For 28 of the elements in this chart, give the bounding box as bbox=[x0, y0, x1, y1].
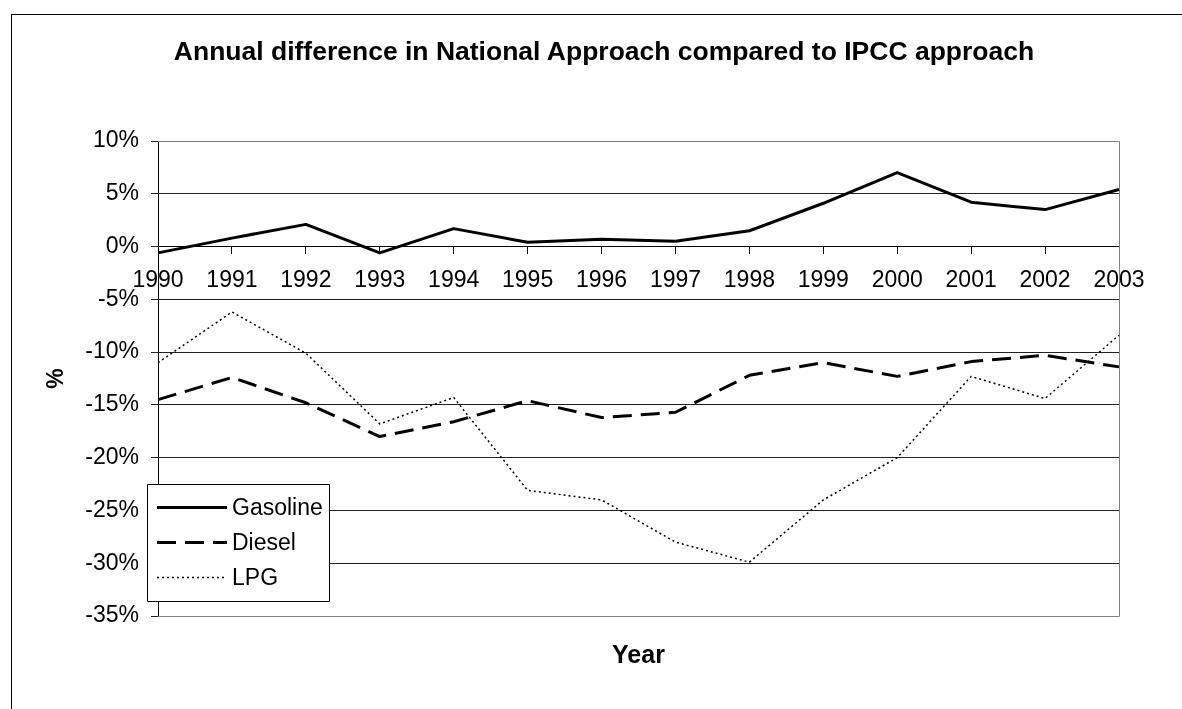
y-tick-label: -20% bbox=[85, 443, 139, 470]
x-tick-label: 2002 bbox=[1019, 265, 1071, 292]
x-tick-label: 1993 bbox=[354, 265, 406, 292]
x-tick-label: 2001 bbox=[945, 265, 997, 292]
y-axis-title: % bbox=[42, 368, 69, 389]
x-axis-title: Year bbox=[612, 639, 666, 668]
y-tick-label: -30% bbox=[85, 548, 139, 575]
y-tick-label: 10% bbox=[92, 126, 139, 153]
y-tick-label: -10% bbox=[85, 337, 139, 364]
x-tick-label: 1992 bbox=[280, 265, 332, 292]
x-tick-label: 1991 bbox=[206, 265, 258, 292]
x-tick-label: 1995 bbox=[502, 265, 554, 292]
y-tick-label: 5% bbox=[105, 179, 139, 206]
x-tick-label: 1999 bbox=[797, 265, 849, 292]
y-tick-label: -15% bbox=[85, 390, 139, 417]
x-tick-label: 1996 bbox=[575, 265, 628, 292]
y-tick-label: -25% bbox=[85, 495, 139, 522]
x-tick-label: 1994 bbox=[428, 265, 480, 292]
x-tick-label: 2003 bbox=[1093, 265, 1145, 292]
x-tick-label: 1997 bbox=[649, 265, 702, 292]
y-tick-label: -35% bbox=[85, 601, 139, 628]
x-tick-label: 2000 bbox=[871, 265, 923, 292]
legend-label: Gasoline bbox=[232, 493, 323, 520]
legend-label: Diesel bbox=[232, 528, 296, 555]
chart-title: Annual difference in National Approach compared to IPCC approach bbox=[173, 36, 1035, 67]
legend-label: LPG bbox=[232, 563, 279, 590]
x-tick-label: 1998 bbox=[723, 265, 775, 292]
y-tick-label: 0% bbox=[105, 231, 139, 258]
